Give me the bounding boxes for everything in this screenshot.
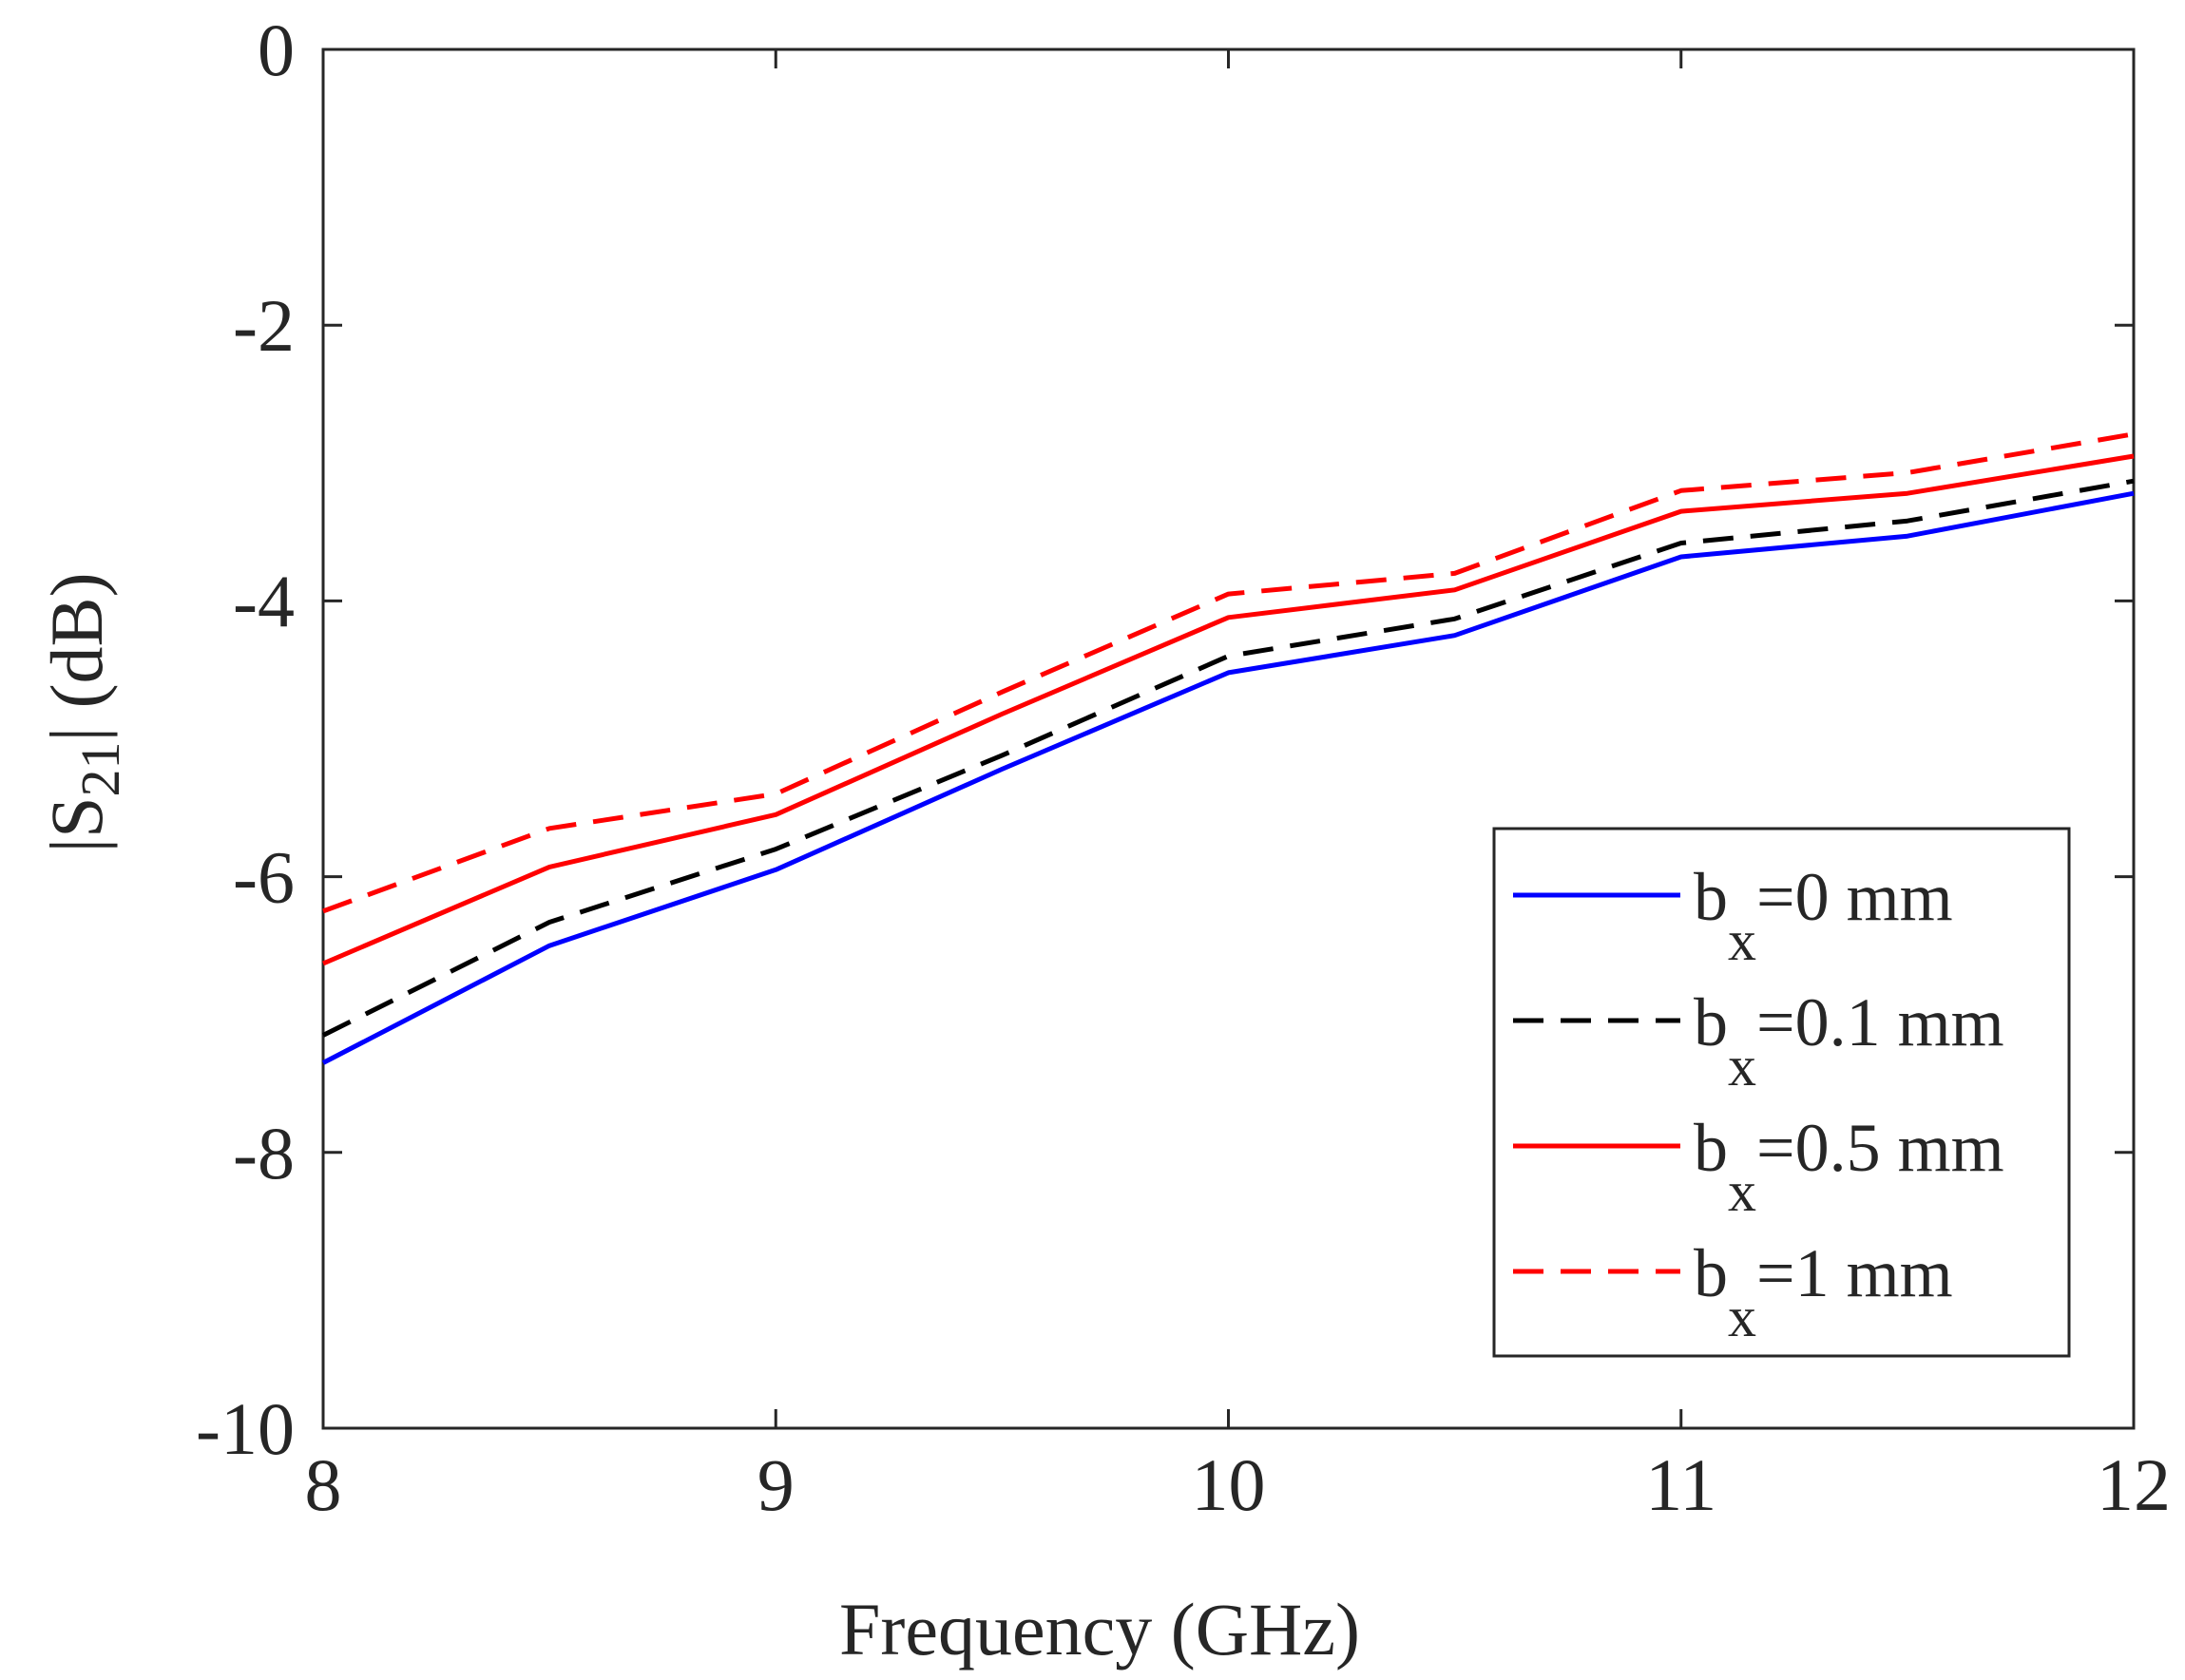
- y-tick-label: -2: [233, 284, 295, 367]
- y-tick-label: -6: [233, 836, 295, 919]
- legend-label: bx=1 mm: [1694, 1235, 1953, 1348]
- legend-label: bx=0.5 mm: [1694, 1110, 2004, 1223]
- x-axis: 8 9 10 11 12: [305, 49, 2171, 1526]
- y-tick-label: -10: [196, 1387, 295, 1470]
- x-tick-label: 9: [757, 1443, 795, 1526]
- series-line-3: [322, 453, 2135, 966]
- y-axis-label-suffix: | (dB): [35, 572, 118, 741]
- x-tick-label: 11: [1645, 1443, 1716, 1526]
- x-tick-label: 10: [1192, 1443, 1266, 1526]
- y-axis-label-subscript: 21: [69, 742, 131, 797]
- x-tick-label: 12: [2097, 1443, 2171, 1526]
- legend: bx=0 mm bx=0.1 mm bx=0.5 mm bx=1 mm: [1492, 827, 2071, 1358]
- legend-box: [1492, 827, 2071, 1358]
- x-tick-label: 8: [305, 1443, 342, 1526]
- y-tick-label: 0: [258, 9, 295, 91]
- legend-label: bx=0 mm: [1694, 859, 1953, 972]
- series-line-1: [321, 490, 2135, 1065]
- y-axis-label: |S21| (dB): [35, 572, 131, 852]
- series-line-4: [322, 431, 2135, 914]
- y-tick-label: -8: [233, 1112, 295, 1194]
- y-tick-label: -4: [233, 560, 295, 642]
- x-axis-label: Frequency (GHz): [839, 1588, 1360, 1670]
- legend-label: bx=0.1 mm: [1694, 984, 2004, 1098]
- series-lines: [321, 431, 2135, 1065]
- y-axis: 0 -2 -4 -6 -8 -10: [196, 9, 2134, 1470]
- y-axis-label-prefix: |S: [35, 797, 118, 853]
